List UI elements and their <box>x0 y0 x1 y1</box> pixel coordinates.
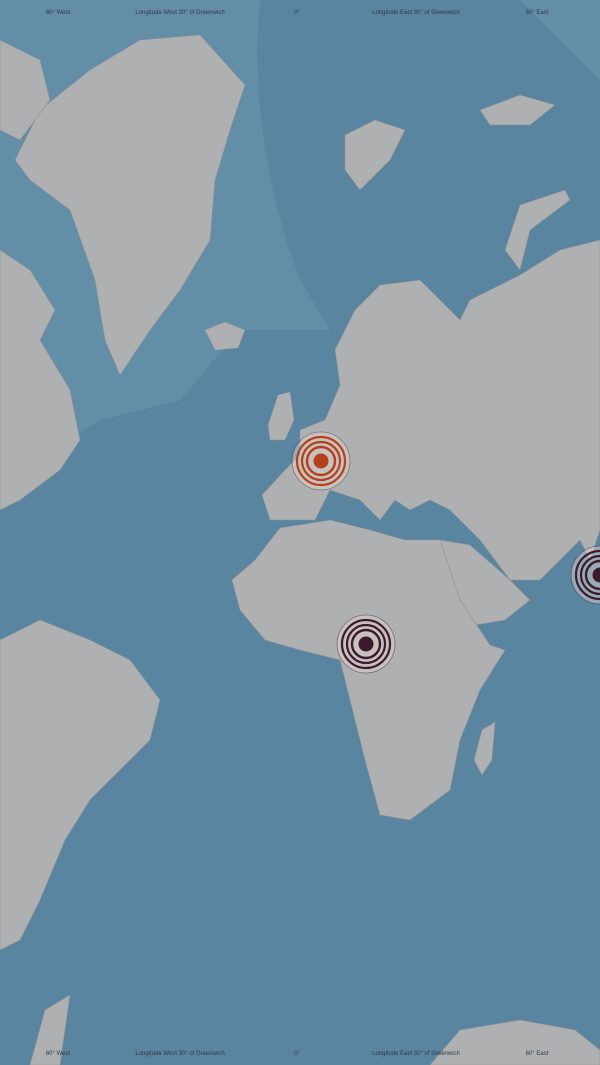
south-america <box>0 619 161 951</box>
graticule-label-bottom: 60° West <box>45 1051 71 1057</box>
marker-ring <box>345 623 387 665</box>
marker-center <box>358 636 374 652</box>
marker-ring <box>584 559 600 591</box>
greenland <box>14 34 246 376</box>
shelf <box>520 0 600 80</box>
british-isles <box>267 391 295 441</box>
graticule-label-top: Longitude West 30° of Greenwich <box>135 10 225 16</box>
graticule-label-top: 60° West <box>45 10 71 16</box>
marker-center <box>313 453 329 469</box>
graticule-label-bottom: 60° East <box>525 1051 549 1057</box>
graticule-label-bottom: Longitude East 30° of Greenwich <box>372 1051 460 1057</box>
marker-ring <box>350 628 382 660</box>
eurasia <box>261 239 600 581</box>
marker-india[interactable] <box>570 545 600 605</box>
graticule-label-top: Longitude East 30° of Greenwich <box>372 10 460 16</box>
marker-ring <box>305 445 337 477</box>
iceland <box>204 321 246 351</box>
marker-ring <box>574 549 600 601</box>
marker-center <box>592 567 600 583</box>
madagascar <box>473 721 496 776</box>
marker-ring <box>340 618 392 670</box>
graticule-label-top: 60° East <box>525 10 549 16</box>
marker-western-europe[interactable] <box>291 431 351 491</box>
marker-ring <box>579 554 600 596</box>
antarctica <box>29 994 600 1065</box>
marker-ring <box>295 435 347 487</box>
graticule-label-top: 0° <box>294 10 300 16</box>
arctic-islands <box>344 94 571 271</box>
marker-ring <box>300 440 342 482</box>
graticule-label-bottom: Longitude West 30° of Greenwich <box>135 1051 225 1057</box>
north-america <box>0 39 81 511</box>
graticule-label-bottom: 0° <box>294 1051 300 1057</box>
marker-central-africa[interactable] <box>336 614 396 674</box>
africa <box>231 519 506 821</box>
